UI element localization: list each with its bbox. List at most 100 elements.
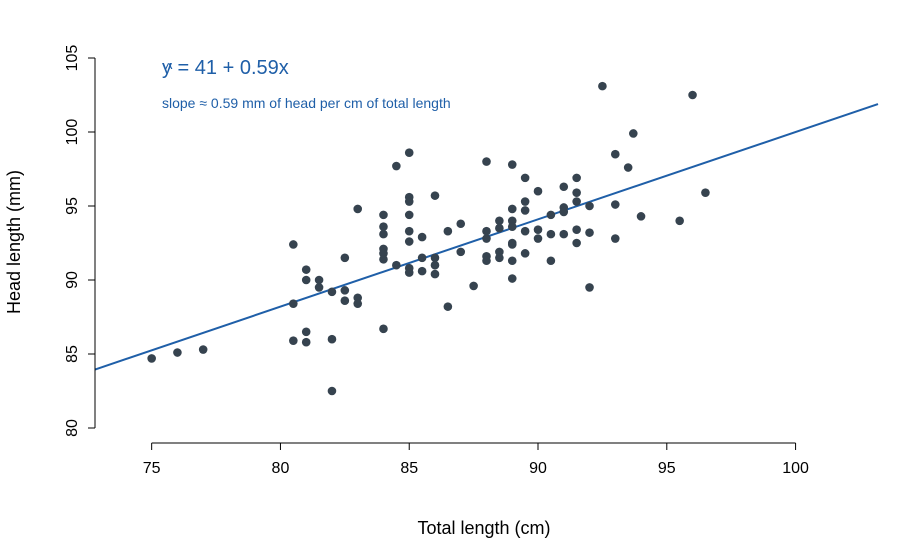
data-point — [559, 182, 569, 192]
data-point — [688, 90, 697, 100]
data-point — [572, 173, 581, 183]
data-point — [301, 337, 311, 347]
data-point — [353, 299, 363, 308]
data-point — [572, 188, 581, 197]
data-point — [482, 157, 491, 166]
y-tick-label: 105 — [64, 45, 81, 72]
data-point — [520, 249, 530, 258]
data-point — [327, 386, 337, 396]
data-point — [507, 216, 517, 226]
x-tick-label: 75 — [143, 460, 161, 477]
data-point — [610, 200, 620, 209]
data-point — [379, 254, 388, 264]
data-point — [392, 260, 401, 270]
data-point — [353, 204, 363, 214]
data-point — [340, 286, 350, 295]
data-point — [379, 249, 388, 258]
data-point — [482, 256, 491, 266]
data-point — [314, 275, 324, 285]
data-point — [701, 188, 710, 197]
regression-equation: y = 41 + 0.59x — [162, 57, 289, 79]
data-point — [520, 197, 530, 206]
data-point — [379, 222, 388, 232]
data-point — [417, 266, 427, 276]
y-axis-title: Head length (mm) — [4, 170, 24, 314]
x-axis-title: Total length (cm) — [417, 518, 550, 538]
data-point — [520, 173, 530, 183]
data-point — [404, 237, 414, 246]
data-point — [495, 216, 504, 226]
data-point — [629, 129, 638, 138]
data-point — [507, 256, 517, 266]
data-point — [198, 345, 208, 354]
data-point — [675, 216, 684, 226]
data-point — [598, 81, 607, 91]
data-point — [507, 204, 517, 214]
data-point — [559, 207, 569, 217]
y-tick-label: 85 — [64, 345, 81, 363]
data-point — [507, 274, 517, 283]
equation-hat: ^ — [165, 61, 173, 78]
data-point — [430, 260, 440, 270]
data-point — [340, 296, 350, 306]
data-point — [507, 160, 517, 169]
data-point — [289, 299, 298, 308]
data-point — [559, 229, 569, 239]
data-point — [404, 197, 414, 206]
plot-area — [94, 81, 879, 396]
data-point — [404, 268, 414, 277]
data-point — [379, 324, 388, 334]
data-point — [340, 253, 350, 263]
data-point — [610, 149, 620, 159]
y-tick-label: 95 — [64, 197, 81, 215]
data-point — [533, 234, 543, 243]
data-point — [430, 269, 440, 279]
data-point — [327, 287, 337, 297]
data-point — [495, 223, 504, 233]
data-point — [173, 348, 182, 357]
data-point — [301, 265, 311, 274]
x-tick-label: 95 — [658, 460, 676, 477]
data-point — [507, 222, 517, 232]
annotations: ^ y = 41 + 0.59x slope ≈ 0.59 mm of head… — [162, 57, 451, 111]
data-point — [430, 191, 440, 200]
data-point — [585, 201, 594, 211]
x-tick-label: 100 — [782, 460, 809, 477]
data-point — [482, 234, 491, 243]
data-point — [379, 210, 388, 220]
data-point — [417, 232, 427, 242]
data-point — [443, 302, 453, 311]
data-point — [585, 228, 594, 237]
data-point — [572, 197, 581, 206]
data-point — [417, 253, 427, 263]
data-point — [623, 163, 633, 172]
data-point — [495, 253, 504, 263]
data-point — [636, 212, 646, 221]
y-tick-label: 80 — [64, 419, 81, 437]
data-point — [404, 210, 414, 220]
data-point — [585, 283, 594, 292]
data-point — [314, 283, 324, 292]
y-tick-label: 100 — [64, 119, 81, 146]
data-point — [533, 225, 543, 234]
data-point — [379, 229, 388, 239]
data-point — [392, 161, 401, 171]
data-point — [430, 253, 440, 263]
data-point — [482, 226, 491, 236]
data-point — [456, 247, 466, 257]
y-tick-label: 90 — [64, 271, 81, 289]
data-point — [456, 219, 466, 229]
data-point — [495, 247, 504, 257]
data-point — [289, 240, 298, 249]
x-tick-label: 90 — [529, 460, 547, 477]
data-point — [327, 334, 337, 344]
data-point — [520, 206, 530, 215]
x-tick-label: 80 — [272, 460, 290, 477]
data-point — [301, 275, 311, 285]
data-point — [572, 238, 581, 248]
data-point — [533, 186, 543, 196]
data-point — [546, 229, 556, 239]
slope-note: slope ≈ 0.59 mm of head per cm of total … — [162, 95, 451, 111]
data-point — [289, 336, 298, 345]
